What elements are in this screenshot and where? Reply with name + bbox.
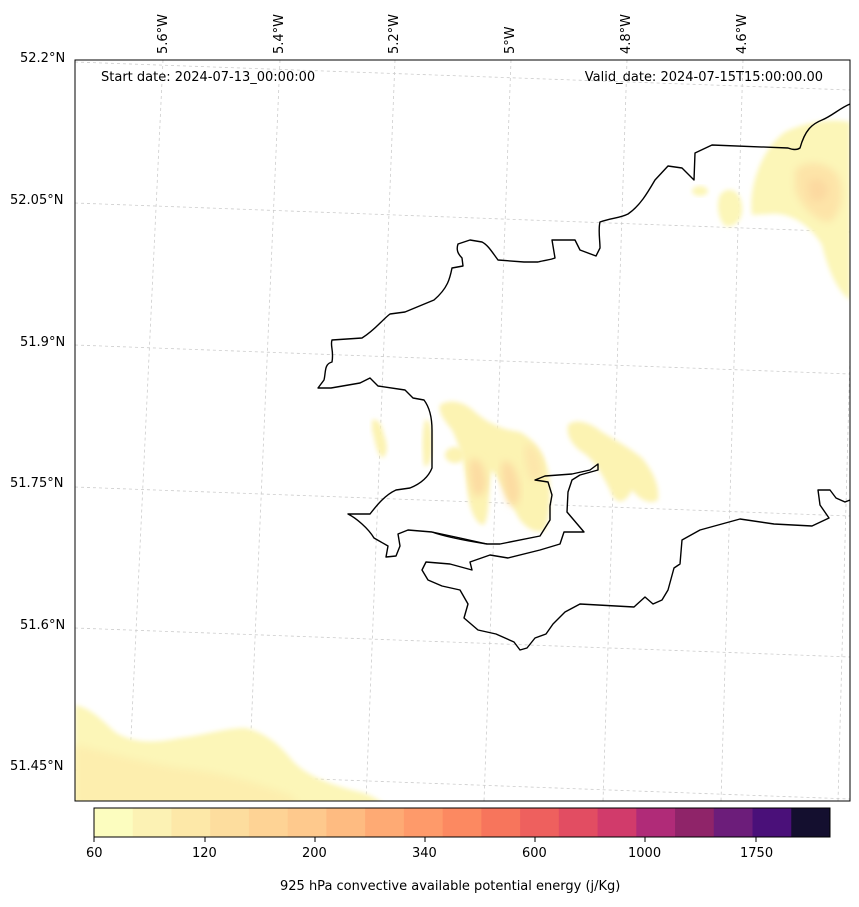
cape-region-streak-core-2 — [501, 461, 520, 506]
start-date-label: Start date: 2024-07-13_00:00:00 — [101, 70, 316, 85]
lat-label-52.05N: 52.05°N — [10, 193, 64, 208]
cape-field — [75, 120, 850, 801]
lat-label-51.75N: 51.75°N — [10, 476, 64, 491]
gridline-lon-5.4W — [247, 60, 281, 801]
cape-region-streak-core-3 — [524, 444, 542, 481]
lon-label-4.8W: 4.8°W — [619, 13, 634, 54]
lon-label-5.4W: 5.4°W — [272, 13, 287, 54]
lon-label-5W: 5°W — [503, 26, 518, 54]
coastline-inlet — [431, 531, 488, 545]
valid-date-label: Valid_date: 2024-07-15T15:00:00.00 — [584, 70, 823, 85]
colorbar-tick-label-1750: 1750 — [740, 846, 774, 861]
lat-label-51.9N: 51.9°N — [20, 335, 66, 350]
lat-label-52.2N: 52.2°N — [20, 51, 66, 66]
colorbar-title: 925 hPa convective available potential e… — [280, 879, 621, 894]
cape-region-southwest-core — [75, 745, 296, 801]
colorbar-tick-label-1000: 1000 — [628, 846, 662, 861]
cape-region-fleck-2 — [717, 189, 743, 227]
lat-label-51.45N: 51.45°N — [10, 759, 64, 774]
lon-label-5.6W: 5.6°W — [156, 13, 171, 54]
colorbar-tick-label-340: 340 — [412, 846, 437, 861]
coastline — [317, 103, 850, 651]
lon-label-4.6W: 4.6°W — [735, 13, 750, 54]
cape-region-northeast — [751, 120, 850, 300]
lon-label-5.2W: 5.2°W — [387, 13, 402, 54]
cape-region-streak-east — [567, 421, 659, 502]
cape-region-fleck-5 — [422, 419, 432, 467]
cape-region-northeast-inner — [808, 178, 828, 202]
colorbar-tick-label-120: 120 — [192, 846, 217, 861]
gridline-lon-5.6W — [127, 60, 164, 801]
cape-region-fleck-4 — [372, 419, 387, 458]
cape-region-fleck-1 — [692, 186, 708, 196]
cape-region-streak-core-1 — [469, 458, 487, 497]
colorbar-tick-label-600: 600 — [522, 846, 547, 861]
cape-region-streak-west — [439, 401, 551, 532]
lat-label-51.6N: 51.6°N — [20, 618, 66, 633]
colorbar-tick-label-60: 60 — [86, 846, 103, 861]
map-frame — [74, 59, 851, 802]
cape-region-fleck-3 — [445, 447, 465, 463]
graticule-lines — [75, 60, 850, 801]
colorbar-tick-label-200: 200 — [302, 846, 327, 861]
